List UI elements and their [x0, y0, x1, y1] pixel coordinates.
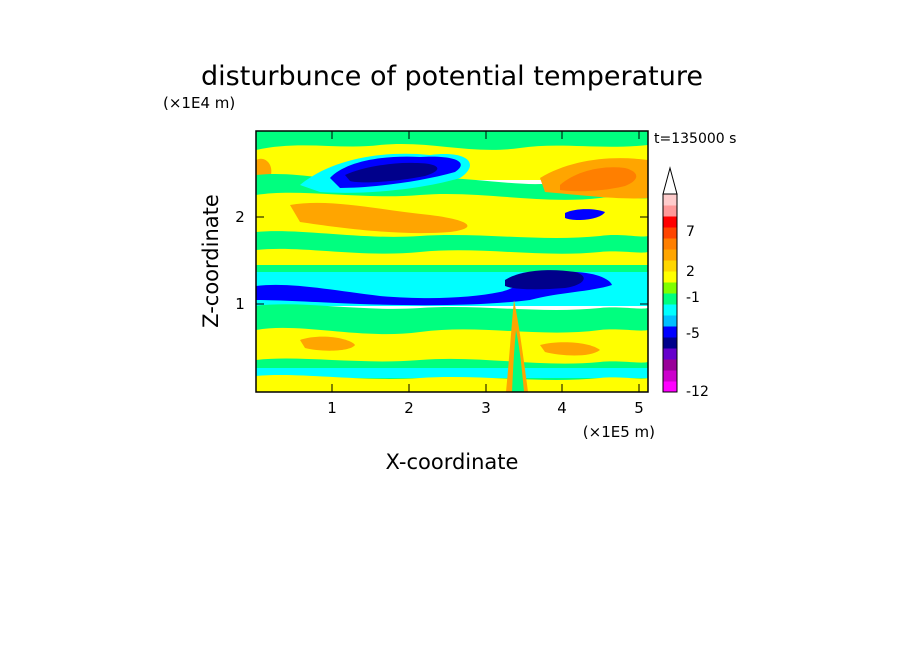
band-yellow-bottom	[256, 375, 648, 392]
colorbar-swatch	[663, 205, 677, 217]
y-tick-label-2: 2	[235, 208, 245, 226]
x-unit-label: (×1E5 m)	[583, 423, 655, 441]
band-blue-small-right	[565, 209, 605, 220]
colorbar-swatch	[663, 381, 677, 393]
colorbar-swatch	[663, 282, 677, 294]
colorbar-label-neg5: -5	[686, 326, 700, 342]
colorbar-swatch	[663, 249, 677, 261]
y-tick-label-1: 1	[235, 295, 245, 313]
band-darkblue-upper	[345, 162, 438, 183]
colorbar-top-arrow	[662, 166, 678, 195]
colorbar-label-neg1: -1	[686, 290, 700, 306]
band-orange-low2	[540, 342, 600, 356]
band-yellow-mid	[256, 248, 648, 268]
colorbar-swatch	[663, 238, 677, 250]
colorbar: 7 2 -1 -5 -12	[662, 166, 709, 400]
x-tick-label-5: 5	[634, 399, 644, 417]
x-axis-label: X-coordinate	[386, 450, 519, 474]
colorbar-label-neg12: -12	[686, 384, 709, 400]
contour-field	[256, 131, 648, 392]
colorbar-swatch	[663, 326, 677, 338]
x-tick-label-4: 4	[557, 399, 567, 417]
band-orange-low	[300, 336, 355, 351]
y-axis-label: Z-coordinate	[199, 194, 223, 328]
x-tick-label-2: 2	[404, 399, 414, 417]
time-label: t=135000 s	[654, 131, 736, 147]
band-green-mid	[256, 231, 648, 255]
x-ticks	[331, 131, 640, 392]
y-ticks	[256, 216, 648, 305]
band-orange-mid	[290, 202, 468, 234]
colorbar-swatch	[663, 194, 677, 206]
colorbar-frame	[662, 193, 678, 393]
x-tick-label-1: 1	[327, 399, 337, 417]
colorbar-swatch	[663, 304, 677, 316]
colorbar-label-7: 7	[686, 224, 695, 240]
plot-frame	[255, 130, 649, 393]
colorbar-swatch	[663, 359, 677, 371]
colorbar-swatch	[663, 348, 677, 360]
colorbar-swatch	[663, 370, 677, 382]
plume-feature-green	[512, 330, 524, 392]
band-blue-lower	[256, 271, 612, 306]
band-cyan-bottom	[256, 368, 648, 378]
colorbar-swatch	[663, 260, 677, 272]
band-darkblue-lower	[505, 270, 584, 290]
band-red-right	[560, 167, 637, 192]
colorbar-swatch	[663, 271, 677, 283]
colorbar-swatch	[663, 227, 677, 239]
y-unit-label: (×1E4 m)	[163, 94, 235, 112]
colorbar-swatch	[663, 216, 677, 228]
colorbar-swatch	[663, 337, 677, 349]
band-yellow-low	[256, 327, 648, 370]
x-tick-label-3: 3	[481, 399, 491, 417]
colorbar-swatch	[663, 315, 677, 327]
chart-title: disturbunce of potential temperature	[201, 61, 703, 92]
colorbar-label-2: 2	[686, 264, 695, 280]
colorbar-swatch	[663, 293, 677, 305]
band-green-low	[256, 304, 648, 335]
